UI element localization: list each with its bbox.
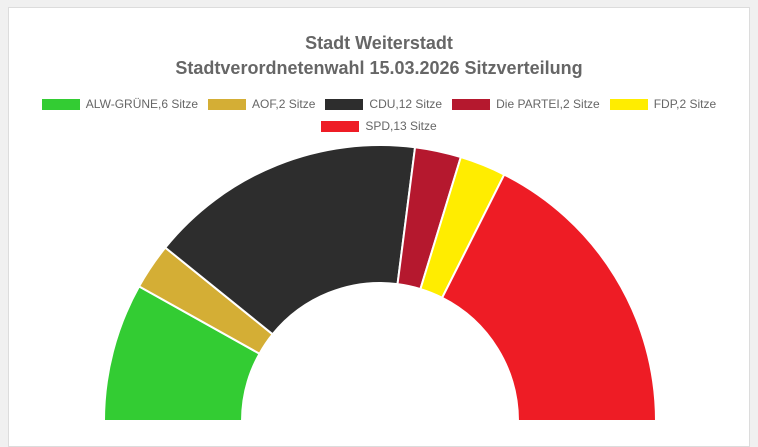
legend-swatch (325, 99, 364, 110)
chart-title: Stadt Weiterstadt (305, 33, 453, 53)
legend-item-cdu[interactable]: CDU,12 Sitze (325, 97, 442, 112)
legend-swatch (41, 99, 80, 110)
legend-swatch (321, 121, 360, 132)
legend-label: FDP,2 Sitze (653, 97, 717, 111)
legend-label: SPD,13 Sitze (365, 119, 437, 133)
legend-item-die-partei[interactable]: Die PARTEI,2 Sitze (452, 97, 600, 112)
chart-legend: ALW-GRÜNE,6 Sitze AOF,2 Sitze CDU,12 Sitze… (0, 97, 758, 134)
slice-spd[interactable] (440, 173, 658, 422)
slice-cdu[interactable] (163, 144, 417, 336)
legend-item-fdp[interactable]: FDP,2 Sitze (609, 97, 717, 112)
legend-swatch (609, 99, 648, 110)
legend-label: ALW-GRÜNE,6 Sitze (85, 97, 199, 111)
legend-label: AOF,2 Sitze (252, 97, 316, 111)
legend-item-alw-gr-ne[interactable]: ALW-GRÜNE,6 Sitze (41, 97, 199, 112)
legend-swatch (208, 99, 247, 110)
chart-subtitle: Stadtverordnetenwahl 15.03.2026 Sitzvert… (175, 58, 583, 78)
legend-item-aof[interactable]: AOF,2 Sitze (208, 97, 315, 112)
legend-item-spd[interactable]: SPD,13 Sitze (321, 119, 437, 134)
legend-label: CDU,12 Sitze (369, 97, 443, 111)
legend-label: Die PARTEI,2 Sitze (496, 97, 600, 111)
legend-swatch (452, 99, 491, 110)
